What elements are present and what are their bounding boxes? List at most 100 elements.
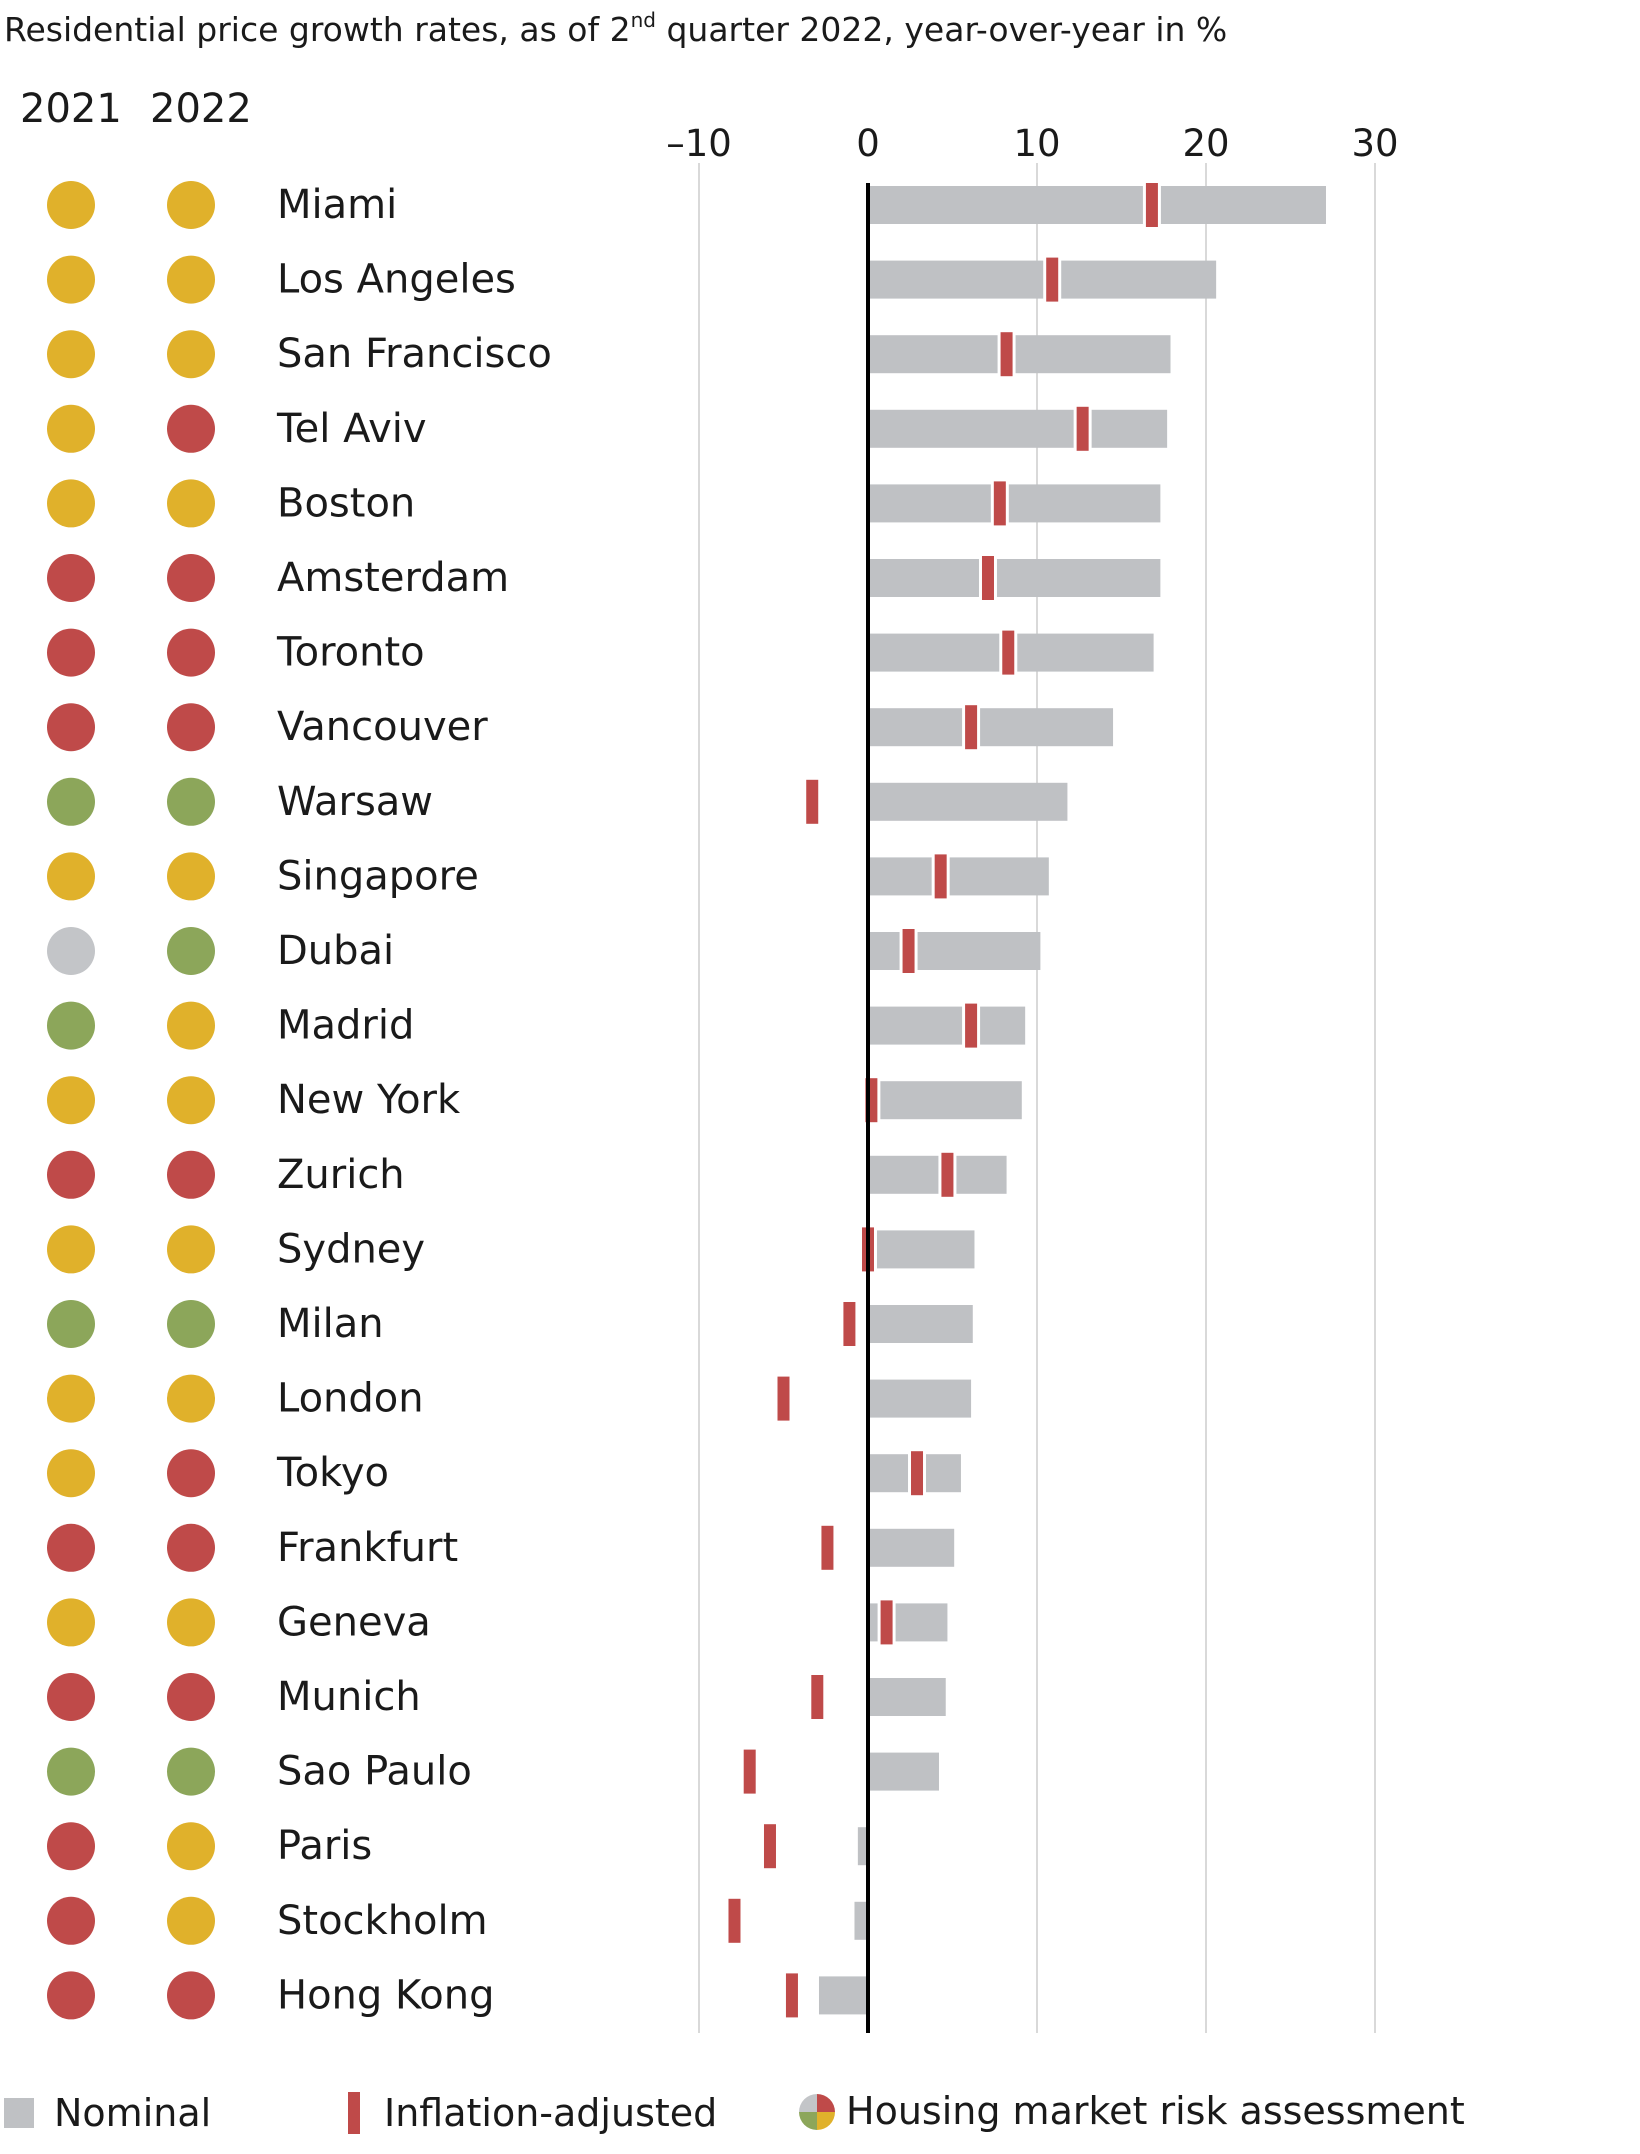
nominal-bar — [868, 1155, 1007, 1194]
title-main-part: Residential price growth rates, as of 2 — [4, 10, 631, 49]
risk-dot-2022 — [167, 255, 215, 304]
city-label: Dubai — [277, 928, 394, 974]
risk-dot-2022 — [167, 1001, 215, 1050]
risk-dot-2022 — [167, 852, 215, 901]
inflation-mark — [1076, 406, 1089, 451]
inflation-mark — [902, 929, 915, 973]
inflation-mark — [1046, 257, 1059, 302]
nominal-bar — [868, 708, 1114, 747]
nominal-bar — [868, 782, 1068, 821]
risk-dot-2022 — [167, 1822, 215, 1871]
risk-dot-2021 — [47, 628, 95, 677]
risk-dot-2021 — [47, 255, 95, 304]
city-label: Tel Aviv — [276, 406, 427, 452]
inflation-mark — [785, 1973, 798, 2018]
city-label: Milan — [277, 1301, 384, 1347]
risk-dot-2022 — [167, 479, 215, 528]
risk-dot-2022 — [167, 1225, 215, 1274]
city-label: Warsaw — [277, 779, 433, 825]
risk-dot-2021 — [47, 927, 95, 975]
risk-dot-2021 — [47, 479, 95, 528]
risk-dot-2021 — [47, 1747, 95, 1796]
risk-dot-2021 — [47, 1076, 95, 1125]
nominal-bar — [868, 1230, 975, 1269]
labels: 2021 2022 –10 0 10 20 30 Miami Los Angeles San … — [20, 86, 1399, 2020]
risk-dot-2021 — [47, 1150, 95, 1199]
nominal-bar — [868, 409, 1168, 448]
risk-dot-2022 — [167, 703, 215, 752]
x-tick-label: 10 — [1013, 122, 1060, 165]
nominal-bar — [868, 1305, 973, 1343]
bars — [725, 183, 1326, 2018]
city-label: Zurich — [277, 1152, 405, 1198]
inflation-mark — [843, 1302, 856, 1346]
city-label: Paris — [277, 1823, 372, 1869]
city-label: Toronto — [276, 630, 425, 676]
risk-dot-2022 — [167, 404, 215, 453]
risk-dot-2021 — [47, 554, 95, 602]
inflation-mark — [728, 1898, 741, 1943]
risk-dot-2021 — [47, 181, 95, 229]
risk-dot-2022 — [167, 1673, 215, 1721]
risk-dot-2021 — [47, 1300, 95, 1348]
city-label: Stockholm — [277, 1898, 488, 1944]
nominal-bar — [868, 559, 1161, 597]
city-label: Miami — [277, 182, 397, 228]
risk-assessment-icon — [799, 2094, 835, 2130]
nominal-bar — [868, 186, 1326, 224]
nominal-bar — [868, 1379, 972, 1418]
risk-dot-2021 — [47, 1001, 95, 1050]
inflation-mark — [777, 1376, 790, 1421]
title-superscript: nd — [630, 8, 656, 32]
risk-dot-2022 — [167, 777, 215, 826]
nominal-bar — [868, 1528, 955, 1567]
risk-dot-2021 — [47, 1673, 95, 1721]
legend-inflation-swatch — [348, 2092, 360, 2134]
risk-dot-2021 — [47, 703, 95, 752]
nominal-bar — [868, 1752, 939, 1791]
nominal-bar — [818, 1976, 868, 2015]
risk-dot-2021 — [47, 1523, 95, 1572]
risk-dot-2022 — [167, 1076, 215, 1125]
risk-dot-2021 — [47, 1598, 95, 1647]
inflation-mark — [965, 705, 978, 750]
city-label: Frankfurt — [277, 1525, 458, 1571]
risk-dot-2021 — [47, 1896, 95, 1945]
year-2022-header: 2022 — [150, 86, 252, 132]
city-label: Singapore — [277, 853, 479, 899]
legend-nominal-label: Nominal — [54, 2091, 211, 2135]
risk-dot-2021 — [47, 1822, 95, 1871]
city-label: London — [277, 1376, 424, 1422]
risk-dot-2022 — [167, 1300, 215, 1348]
risk-dot-2021 — [47, 1971, 95, 2020]
risk-dot-2021 — [47, 404, 95, 453]
risk-dot-2022 — [167, 1598, 215, 1647]
risk-dot-2022 — [167, 1971, 215, 2020]
x-tick-label: 30 — [1351, 122, 1398, 165]
risk-dot-2022 — [167, 1747, 215, 1796]
inflation-mark — [811, 1675, 824, 1719]
city-label: Sao Paulo — [277, 1749, 472, 1795]
inflation-mark — [763, 1824, 776, 1869]
inflation-mark — [941, 1152, 954, 1197]
inflation-mark — [934, 854, 947, 899]
inflation-mark — [821, 1525, 834, 1570]
inflation-mark — [981, 556, 994, 600]
city-label: New York — [277, 1077, 461, 1123]
city-label: San Francisco — [277, 331, 552, 377]
chart-title: Residential price growth rates, as of 2n… — [4, 10, 1227, 46]
nominal-bar — [868, 1081, 1022, 1120]
nominal-bar — [868, 932, 1041, 970]
city-label: Vancouver — [277, 704, 488, 750]
risk-dot-2022 — [167, 628, 215, 677]
nominal-bar — [868, 1678, 946, 1716]
risk-dot-2021 — [47, 330, 95, 379]
risk-dot-2021 — [47, 1374, 95, 1423]
risk-dot-2022 — [167, 1896, 215, 1945]
nominal-bar — [868, 260, 1217, 299]
risk-dot-2022 — [167, 927, 215, 975]
risk-dot-2022 — [167, 181, 215, 229]
x-tick-label: –10 — [666, 122, 732, 165]
city-label: Munich — [277, 1674, 421, 1720]
